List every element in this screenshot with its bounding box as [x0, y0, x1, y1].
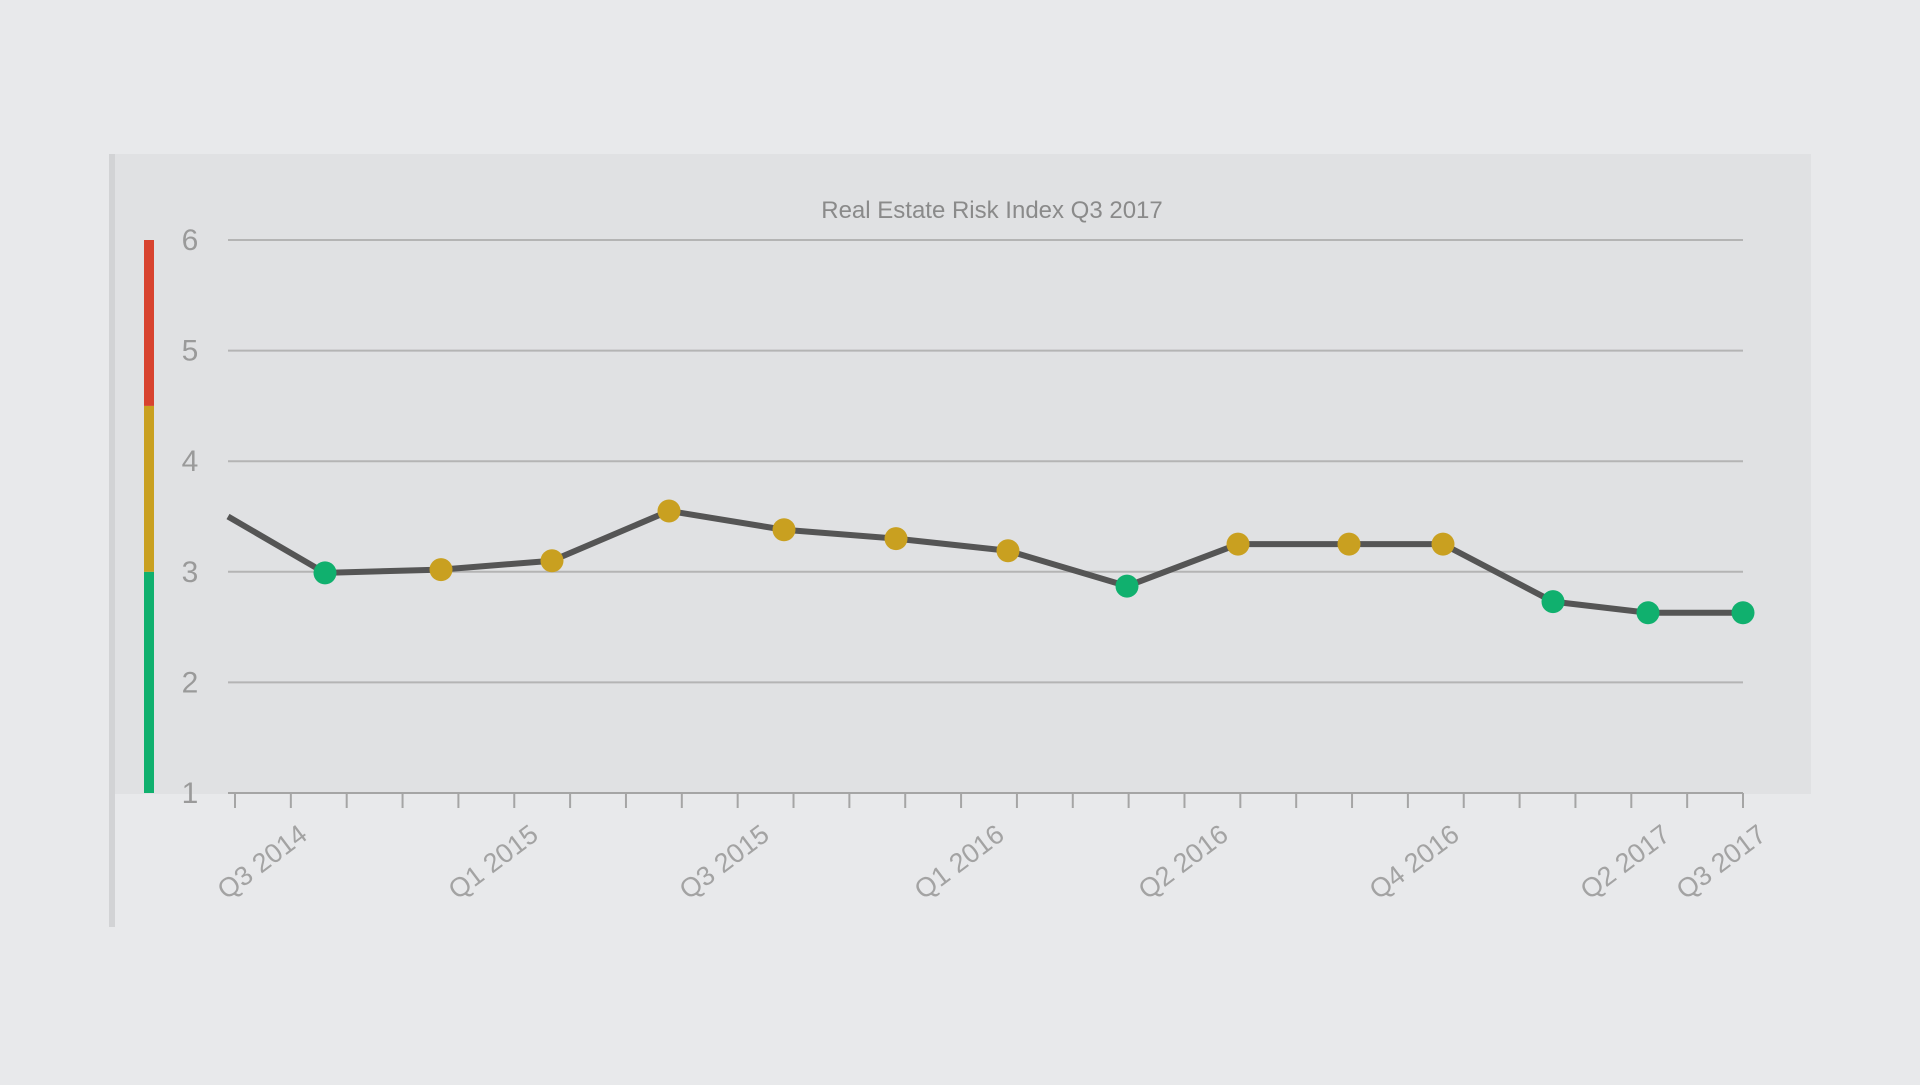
series-layer [226, 499, 1755, 625]
chart-panel [114, 154, 1811, 794]
risk-band-segment [144, 571, 154, 793]
risk-band-segment [144, 240, 154, 406]
y-tick-label: 3 [182, 556, 199, 589]
x-tick-label: Q1 2016 [909, 819, 1010, 905]
data-point [1431, 532, 1455, 556]
data-point [1541, 590, 1565, 614]
data-point [540, 549, 564, 573]
x-tick-label: Q4 2016 [1364, 819, 1465, 905]
x-tick-label: Q2 2016 [1133, 819, 1234, 905]
data-point [884, 527, 908, 551]
y-tick-label: 2 [182, 666, 199, 699]
data-point [772, 518, 796, 542]
y-axis-ticks: 1 2 3 4 5 6 [182, 224, 199, 810]
data-point [1731, 601, 1755, 625]
risk-band-segment [144, 405, 154, 572]
y-tick-label: 5 [182, 335, 199, 368]
x-tick-label: Q3 2015 [674, 819, 775, 905]
x-tick-label: Q3 2017 [1671, 819, 1772, 905]
chart-title: Real Estate Risk Index Q3 2017 [821, 197, 1163, 224]
x-axis-ticks [234, 793, 1744, 808]
y-tick-label: 6 [182, 224, 199, 257]
y-tick-label: 1 [182, 777, 199, 810]
data-point [1115, 574, 1139, 598]
data-point [1636, 601, 1660, 625]
data-point [657, 499, 681, 523]
risk-band-bar [144, 240, 154, 793]
data-point [1226, 532, 1250, 556]
data-point [996, 539, 1020, 563]
data-point [1337, 532, 1361, 556]
chart-panel-left-border [109, 154, 115, 927]
x-axis-labels: Q3 2014 Q1 2015 Q3 2015 Q1 2016 Q2 2016 Q4 20… [212, 819, 1772, 905]
x-tick-label: Q3 2014 [212, 819, 313, 905]
data-point [429, 558, 453, 582]
x-tick-label: Q1 2015 [443, 819, 544, 905]
x-tick-label: Q2 2017 [1575, 819, 1676, 905]
data-point [313, 561, 337, 585]
y-tick-label: 4 [182, 445, 199, 478]
